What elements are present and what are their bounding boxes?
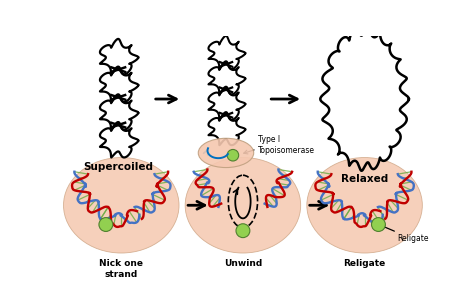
Circle shape — [227, 150, 239, 161]
Text: Supercoiled: Supercoiled — [83, 162, 153, 172]
Text: Unwind: Unwind — [224, 259, 262, 268]
Text: Religate: Religate — [398, 234, 429, 243]
Circle shape — [99, 218, 113, 231]
Text: Type I
Topoisomerase: Type I Topoisomerase — [258, 135, 315, 155]
Circle shape — [236, 224, 250, 238]
Ellipse shape — [198, 138, 254, 167]
Ellipse shape — [64, 158, 179, 253]
Text: Relaxed: Relaxed — [341, 175, 388, 184]
Ellipse shape — [185, 158, 301, 253]
Circle shape — [372, 218, 385, 231]
Ellipse shape — [307, 158, 422, 253]
Text: Religate: Religate — [344, 259, 386, 268]
Text: Nick one
strand: Nick one strand — [99, 259, 143, 279]
